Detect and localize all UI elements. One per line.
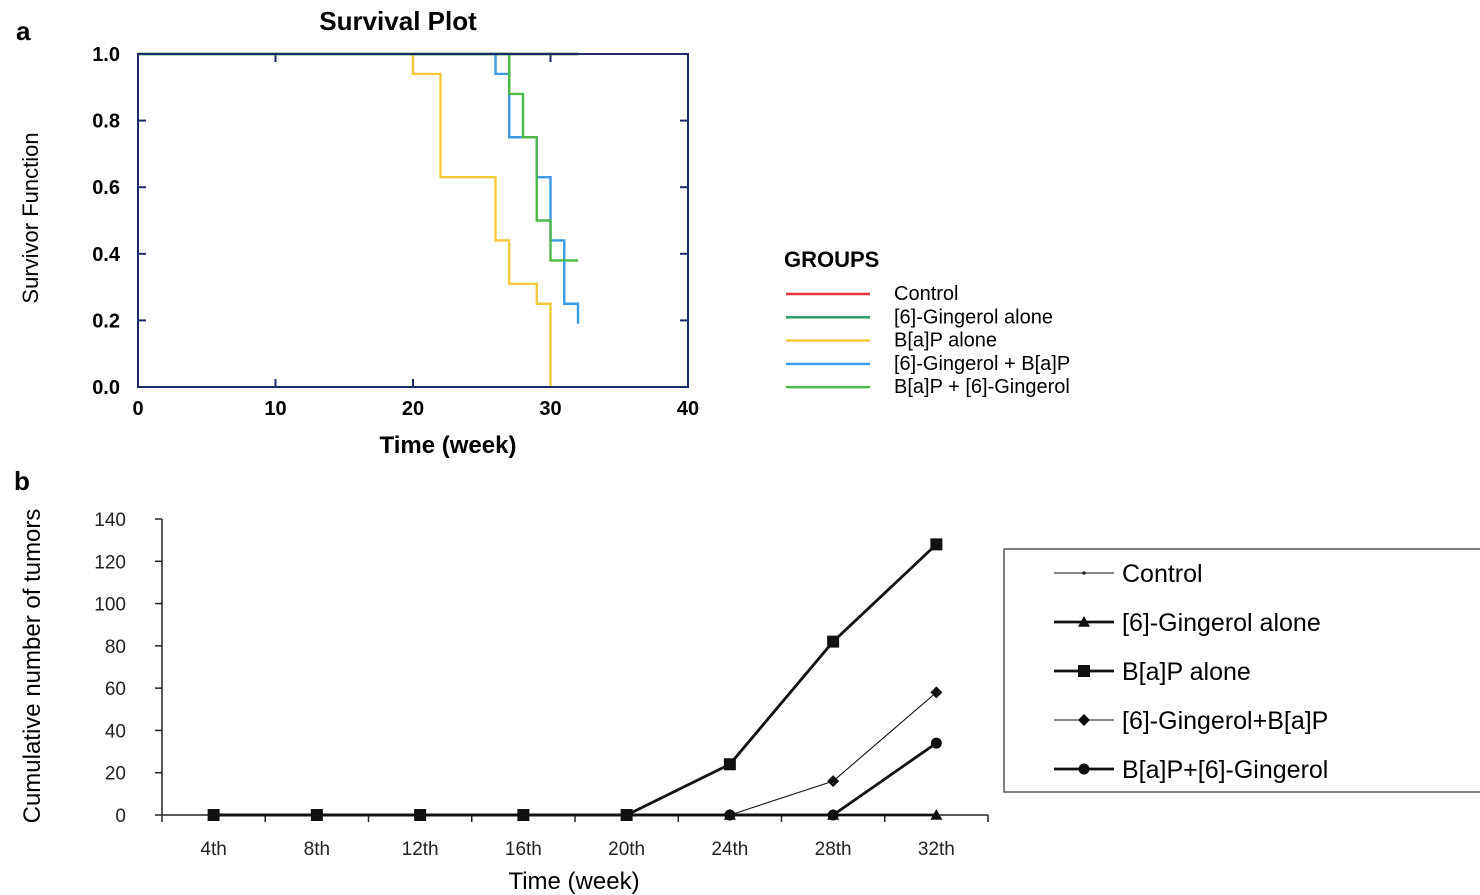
series-b-point (827, 809, 839, 821)
chart-a-ytick-label: 0.6 (92, 177, 120, 199)
chart-b-ytick-label: 40 (105, 721, 126, 742)
chart-b-legend-marker (1078, 616, 1090, 627)
chart-a-axis-ticks: 0 10 20 30 40 0.0 0.2 0.4 0.6 0.8 1.0 (92, 44, 699, 420)
chart-a-xtick-label: 40 (677, 398, 699, 420)
series-b-line (213, 741, 938, 817)
chart-b-xtick-label: 32th (918, 839, 955, 860)
chart-a-ylabel: Survivor Function (18, 132, 43, 303)
chart-a-ytick-label: 1.0 (92, 44, 120, 66)
panel-label-a: a (16, 16, 31, 46)
series-a-b-a-p-6-gingerol (138, 52, 578, 262)
series-b-point (930, 809, 943, 820)
chart-b-legend-marker (1078, 665, 1090, 677)
chart-a-ytick-label: 0.0 (92, 377, 120, 399)
chart-a-ytick-label: 0.4 (92, 244, 121, 266)
chart-a-ytick-label: 0.2 (92, 310, 120, 332)
chart-b-ytick-label: 0 (115, 806, 126, 827)
chart-a-legend-label: Control (894, 283, 958, 305)
chart-b-xtick-label: 20th (608, 839, 645, 860)
chart-b-xtick-label: 8th (304, 839, 330, 860)
chart-b-xtick-label: 4th (200, 839, 226, 860)
chart-a-title: Survival Plot (319, 6, 477, 36)
series-b-point (827, 635, 840, 648)
series-a-b-a-p-alone (138, 52, 552, 387)
chart-b-series (207, 538, 943, 821)
series-b-point (311, 809, 323, 821)
chart-b-ytick-label: 100 (94, 595, 126, 616)
chart-b-ytick-label: 80 (105, 637, 126, 658)
chart-b-xtick-label: 16th (505, 839, 542, 860)
chart-b-ytick-label: 20 (105, 764, 126, 785)
chart-b-legend-label: B[a]P alone (1122, 658, 1251, 686)
chart-b-ytick-label: 60 (105, 679, 126, 700)
chart-b-ylabel: Cumulative number of tumors (19, 509, 46, 824)
chart-b-legend-marker (1078, 763, 1090, 775)
chart-b-legend: Control [6]-Gingerol alone B[a]P alone [6]-… (1054, 560, 1328, 784)
chart-a-xtick-label: 0 (132, 398, 143, 420)
chart-a-legend-label: B[a]P + [6]-Gingerol (894, 376, 1070, 398)
series-b-point (208, 809, 220, 821)
chart-b-legend-label: [6]-Gingerol+B[a]P (1122, 707, 1328, 735)
series-b-line (213, 543, 938, 817)
chart-b-legend-marker (1082, 571, 1086, 575)
series-b-point (930, 538, 943, 551)
series-b-point (827, 775, 840, 788)
panel-label-b: b (14, 466, 30, 496)
series-b-point (930, 737, 942, 749)
chart-b-legend-label: B[a]P+[6]-Gingerol (1122, 756, 1328, 784)
chart-b-xtick-label: 24th (711, 839, 748, 860)
chart-a-legend-title: GROUPS (784, 247, 879, 272)
chart-b-ytick-label: 140 (94, 510, 126, 531)
series-b-point (724, 809, 736, 821)
series-b-point (517, 809, 529, 821)
chart-a-ytick-label: 0.8 (92, 111, 120, 133)
series-b-line (213, 691, 937, 816)
chart-b-legend-label: Control (1122, 560, 1203, 588)
chart-a-xtick-label: 30 (539, 398, 561, 420)
chart-b-xlabel: Time (week) (508, 868, 639, 895)
chart-a-xtick-label: 10 (264, 398, 286, 420)
chart-a-xlabel: Time (week) (380, 432, 517, 459)
series-b-6-gingerol-b-a-p (207, 686, 943, 821)
chart-b-xtick-label: 28th (815, 839, 852, 860)
chart-b-axes: 0 20 40 60 80 100 120 140 4th 8th 12th 16th 20th 24th… (94, 510, 989, 860)
chart-a-legend-label: B[a]P alone (894, 330, 997, 352)
chart-a-legend-label: [6]-Gingerol + B[a]P (894, 353, 1070, 375)
chart-b-legend-label: [6]-Gingerol alone (1122, 609, 1321, 637)
series-b-point (621, 809, 633, 821)
chart-b-xtick-label: 12th (402, 839, 439, 860)
chart-a-series (138, 52, 580, 387)
chart-a-plot-frame (137, 53, 689, 388)
series-b-point (930, 686, 943, 699)
series-b-point (414, 809, 426, 821)
chart-a-legend-label: [6]-Gingerol alone (894, 306, 1053, 328)
chart-a-xtick-label: 20 (402, 398, 424, 420)
chart-b-ytick-label: 120 (94, 552, 126, 573)
chart-b-legend-marker (1078, 714, 1090, 726)
series-b-point (723, 758, 736, 771)
series-b-b-a-p-6-gingerol (208, 737, 942, 821)
